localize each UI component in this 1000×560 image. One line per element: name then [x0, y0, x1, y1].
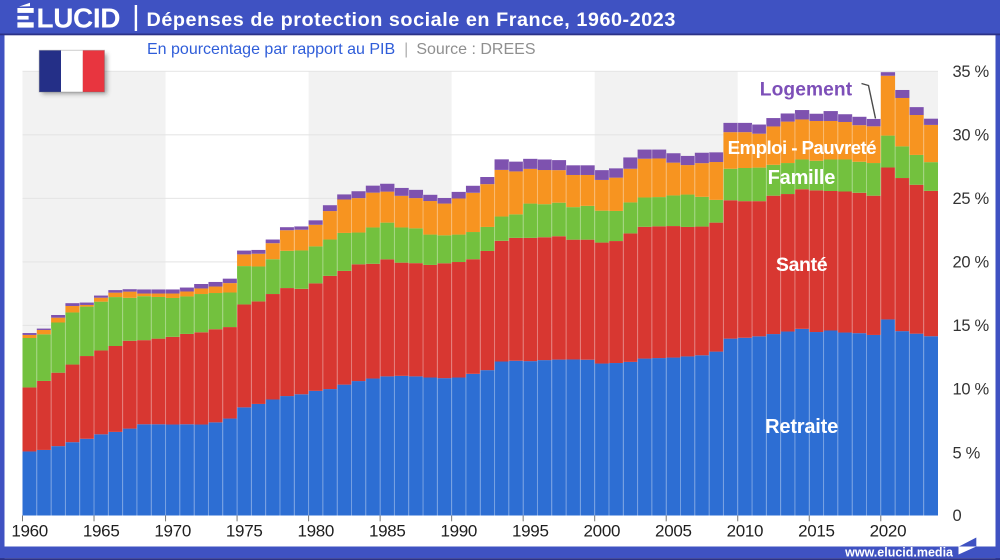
svg-text:5 %: 5 % — [953, 444, 981, 462]
svg-text:1965: 1965 — [83, 522, 120, 541]
svg-text:Santé: Santé — [776, 254, 828, 276]
svg-text:1970: 1970 — [154, 522, 191, 541]
svg-text:15 %: 15 % — [953, 317, 990, 335]
svg-text:Dépenses de protection sociale: Dépenses de protection sociale en France… — [147, 9, 676, 31]
svg-text:1985: 1985 — [369, 522, 406, 541]
svg-text:2020: 2020 — [870, 522, 907, 541]
svg-text:35 %: 35 % — [953, 63, 990, 81]
svg-text:Famille: Famille — [768, 167, 836, 189]
svg-text:Retraite: Retraite — [765, 416, 838, 438]
svg-text:10 %: 10 % — [953, 381, 990, 399]
svg-text:Logement: Logement — [760, 80, 853, 101]
svg-text:0: 0 — [953, 507, 962, 525]
svg-text:1960: 1960 — [11, 522, 48, 541]
svg-text:1990: 1990 — [440, 522, 477, 541]
svg-text:25 %: 25 % — [953, 190, 990, 208]
svg-text:1980: 1980 — [297, 522, 334, 541]
svg-text:2005: 2005 — [655, 522, 692, 541]
svg-text:En pourcentage par rapport au: En pourcentage par rapport au PIB | Source… — [147, 41, 535, 58]
svg-text:2000: 2000 — [584, 522, 621, 541]
svg-text:20 %: 20 % — [953, 254, 990, 272]
svg-text:30 %: 30 % — [953, 127, 990, 145]
svg-text:2010: 2010 — [727, 522, 764, 541]
svg-text:1995: 1995 — [512, 522, 549, 541]
svg-text:www.elucid.media: www.elucid.media — [844, 545, 954, 559]
svg-text:LUCID: LUCID — [37, 3, 121, 34]
svg-text:2015: 2015 — [798, 522, 835, 541]
svg-text:1975: 1975 — [226, 522, 263, 541]
svg-text:Emploi - Pauvreté: Emploi - Pauvreté — [728, 137, 877, 158]
